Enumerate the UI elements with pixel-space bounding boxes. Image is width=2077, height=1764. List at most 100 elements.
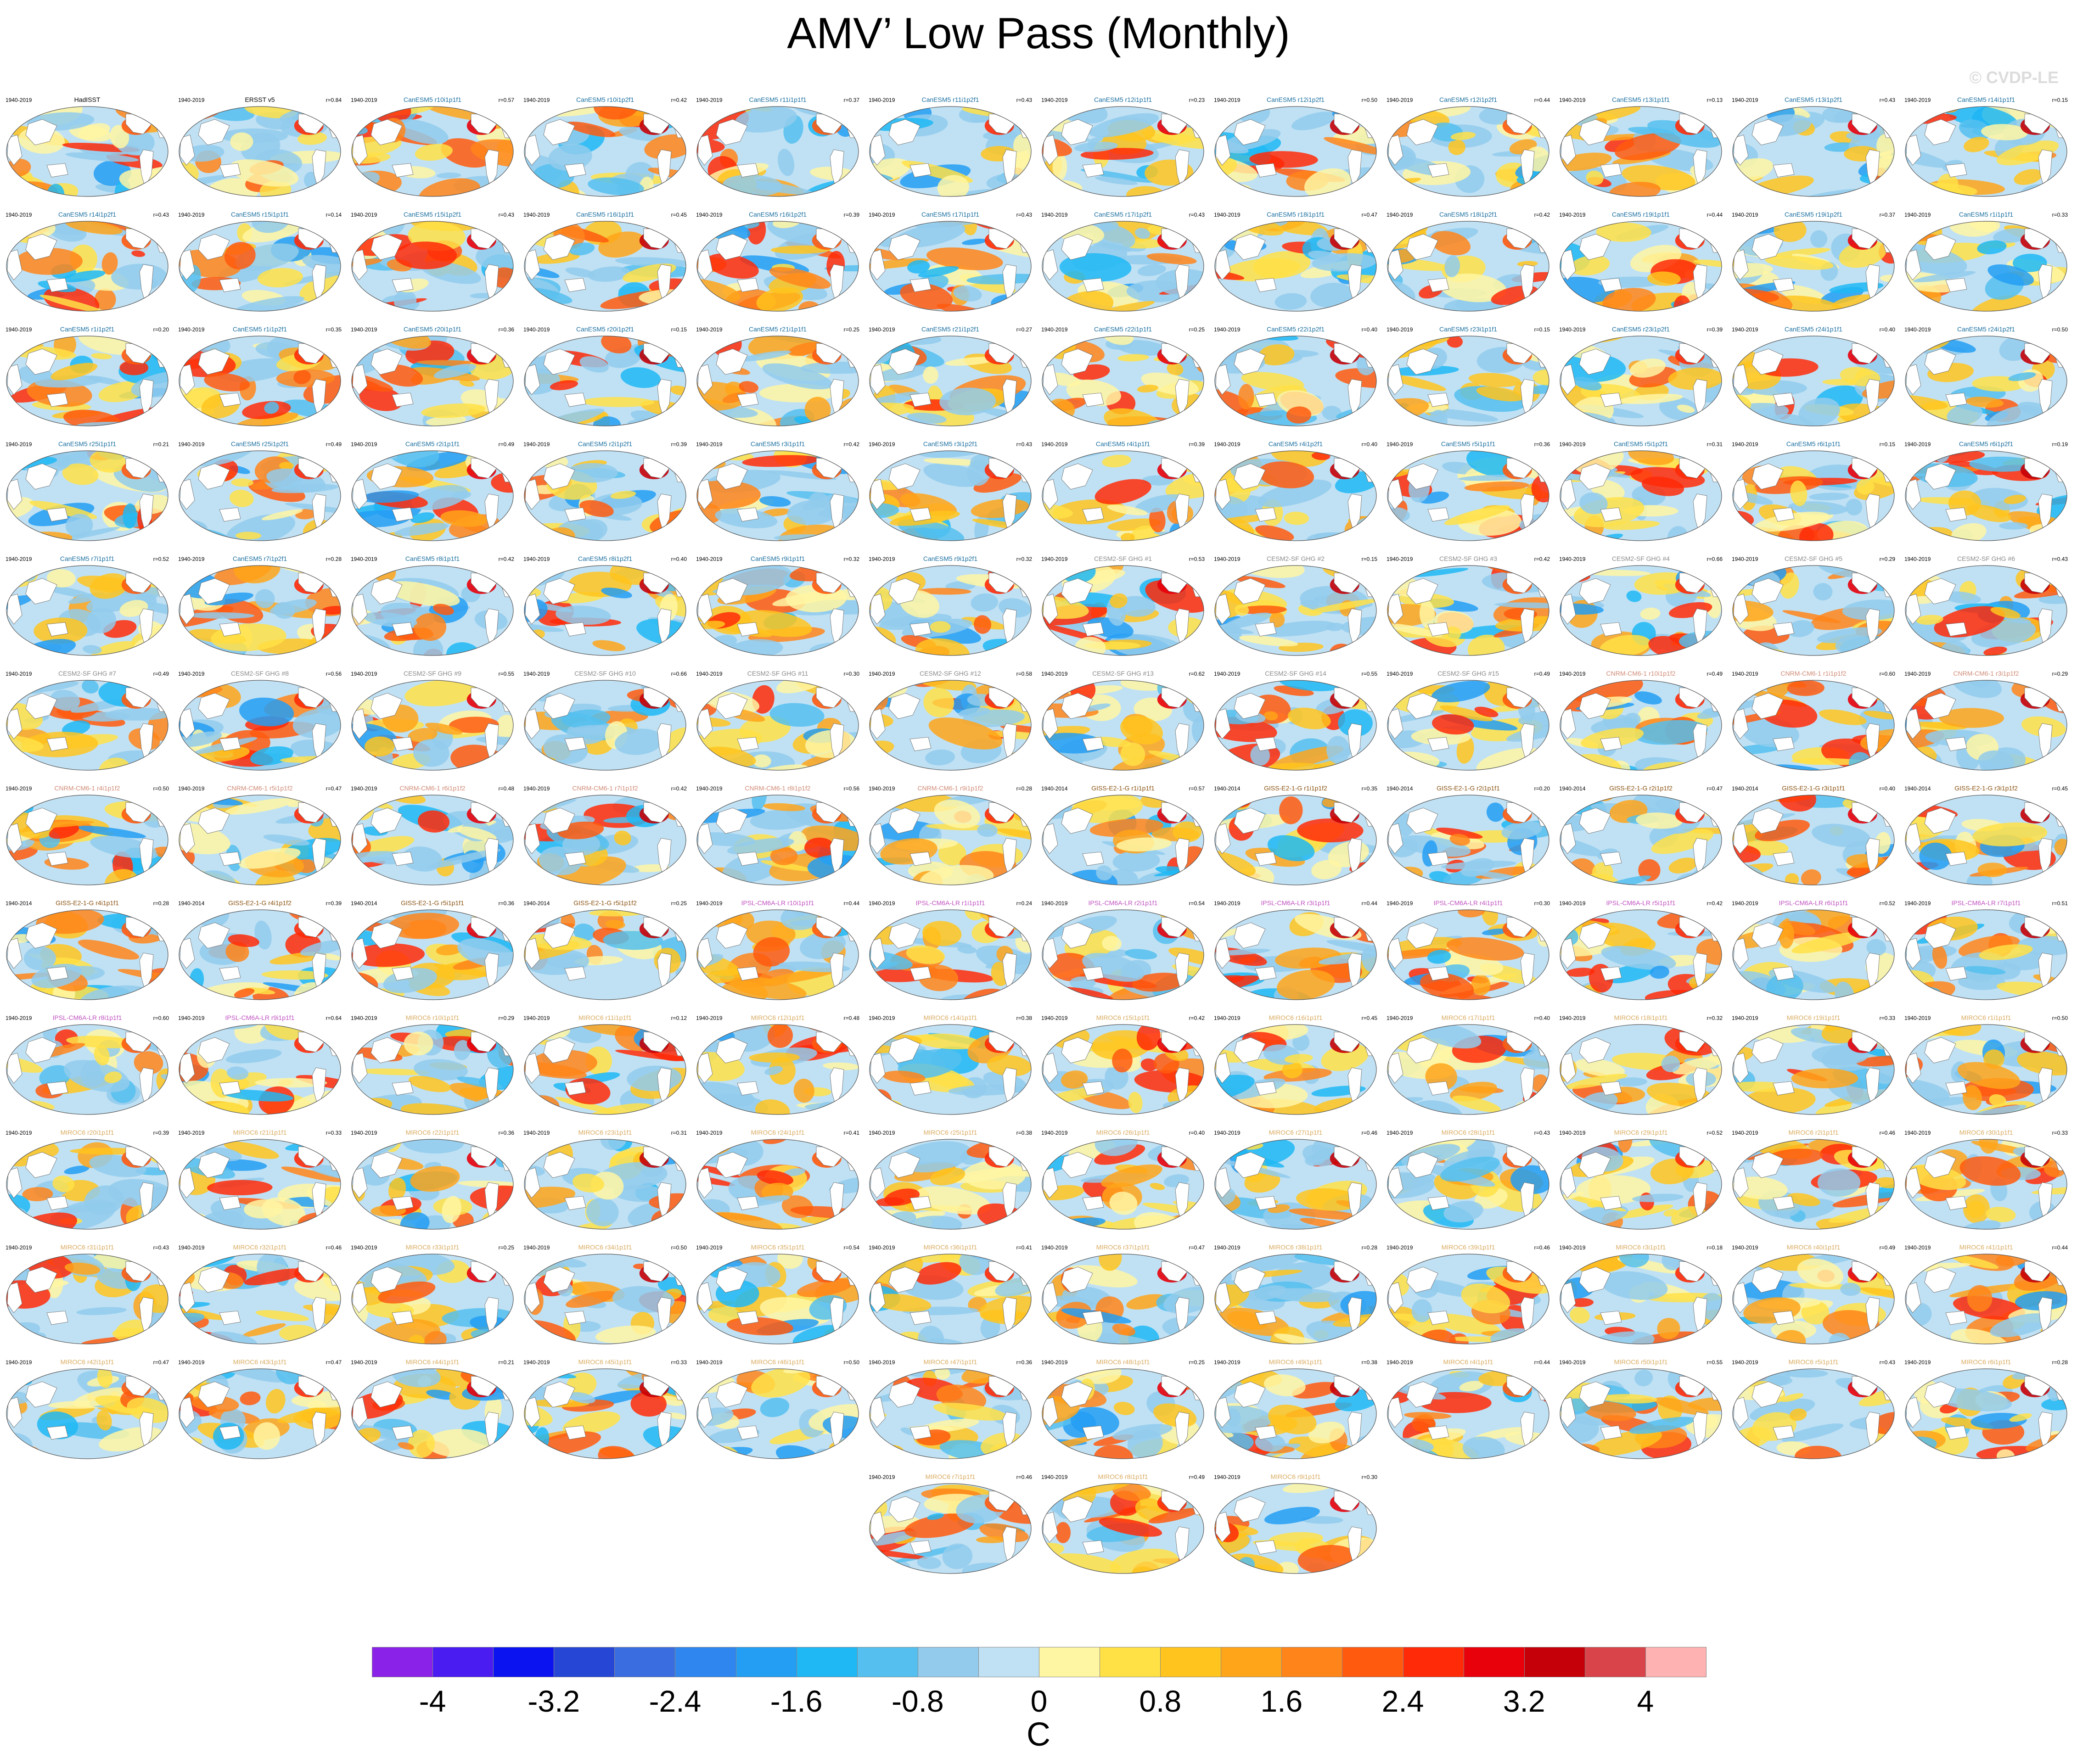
panel-title: CESM2-SF GHG #13 (1092, 670, 1154, 677)
panel-title: GISS-E2-1-G r3i1p1f1 (1782, 784, 1845, 792)
map-panel: 1940-2019 MIROC6 r3i1p1f1 r=0.18 (1559, 1243, 1723, 1344)
map-panel: 1940-2019 CanESM5 r14i1p2f1 r=0.43 (6, 211, 169, 312)
map-panel: 1940-2019 MIROC6 r41i1p1f1 r=0.44 (1904, 1243, 2068, 1344)
panel-title: CanESM5 r12i1p2f1 (1267, 96, 1325, 103)
panel-correlation: r=0.45 (2052, 785, 2068, 792)
panel-title: MIROC6 r2i1p1f1 (1789, 1129, 1839, 1136)
map-panel: 1940-2019 MIROC6 r4i1p1f1 r=0.44 (1387, 1358, 1550, 1459)
panel-title: MIROC6 r32i1p1f1 (233, 1243, 287, 1251)
panel-period: 1940-2019 (1732, 900, 1758, 907)
colorbar-swatch (1403, 1647, 1464, 1677)
panel-title: MIROC6 r28i1p1f1 (1442, 1129, 1495, 1136)
panel-title: CNRM-CM6-1 r1i1p1f2 (1780, 670, 1846, 677)
colorbar-swatch (978, 1647, 1039, 1677)
panel-period: 1940-2019 (1732, 97, 1758, 103)
panel-period: 1940-2019 (1559, 1015, 1586, 1021)
panel-correlation: r=0.43 (1016, 441, 1033, 448)
map-panel: 1940-2019 CNRM-CM6-1 r9i1p1f2 r=0.28 (869, 784, 1032, 885)
panel-title: CanESM5 r13i1p2f1 (1785, 96, 1842, 103)
map-panel: 1940-2019 CanESM5 r2i1p1f1 r=0.49 (351, 440, 514, 541)
panel-period: 1940-2019 (1559, 97, 1586, 103)
colorbar-tick-label: 2.4 (1381, 1684, 1424, 1718)
panel-period: 1940-2019 (1904, 97, 1931, 103)
panel-correlation: r=0.47 (326, 1359, 342, 1366)
panel-title: CanESM5 r7i1p2f1 (233, 555, 287, 562)
map-panel: 1940-2019 CESM2-SF GHG #10 r=0.66 (523, 670, 687, 771)
panel-correlation: r=0.39 (1189, 441, 1205, 448)
map-panel: 1940-2019 CanESM5 r1i1p1f1 r=0.33 (1904, 211, 2068, 312)
map-panel: 1940-2019 IPSL-CM6A-LR r3i1p1f1 r=0.44 (1214, 899, 1377, 1000)
map-panel: 1940-2019 CNRM-CM6-1 r7i1p1f2 r=0.42 (523, 784, 687, 885)
map-panel: 1940-2019 CanESM5 r5i1p1f1 r=0.36 (1387, 440, 1550, 541)
panel-period: 1940-2019 (178, 556, 205, 562)
panel-title: CanESM5 r11i1p1f1 (749, 96, 806, 103)
panel-period: 1940-2019 (1214, 1130, 1241, 1136)
map-panel: 1940-2019 CNRM-CM6-1 r5i1p1f2 r=0.47 (178, 784, 342, 885)
panel-title: CanESM5 r12i1p2f1 (1439, 96, 1497, 103)
panel-correlation: r=0.53 (1189, 556, 1205, 562)
panel-correlation: r=0.35 (1362, 785, 1378, 792)
map-panel: 1940-2019 CNRM-CM6-1 r4i1p1f2 r=0.50 (6, 784, 169, 885)
colorbar-swatch (493, 1647, 555, 1677)
panel-period: 1940-2014 (1732, 785, 1758, 792)
panel-correlation: r=0.66 (1707, 556, 1723, 562)
panel-title: MIROC6 r10i1p1f1 (406, 1014, 460, 1021)
panel-correlation: r=0.40 (1189, 1130, 1205, 1136)
map-panel: 1940-2019 CESM2-SF GHG #13 r=0.62 (1041, 670, 1205, 771)
panel-correlation: r=0.49 (1880, 1244, 1896, 1251)
panel-title: CESM2-SF GHG #1 (1094, 555, 1152, 562)
panel-correlation: r=0.41 (844, 1130, 860, 1136)
map-panel: 1940-2019 CanESM5 r11i1p2f1 r=0.43 (869, 96, 1032, 197)
panel-title: MIROC6 r17i1p1f1 (1442, 1014, 1495, 1021)
map-panel: 1940-2019 CESM2-SF GHG #12 r=0.58 (869, 670, 1032, 771)
colorbar-swatch (1039, 1647, 1100, 1677)
panel-correlation: r=0.15 (1534, 326, 1550, 333)
colorbar-swatch (735, 1647, 797, 1677)
panel-correlation: r=0.21 (499, 1359, 515, 1366)
panel-correlation: r=0.38 (1016, 1015, 1033, 1021)
panel-correlation: r=0.43 (2052, 556, 2068, 562)
map-panel: 1940-2019 CanESM5 r15i1p1f1 r=0.14 (178, 211, 342, 312)
panel-correlation: r=0.25 (499, 1244, 515, 1251)
map-panel: 1940-2019 CanESM5 r18i1p2f1 r=0.42 (1387, 211, 1550, 312)
panel-period: 1940-2019 (696, 326, 723, 333)
panel-period: 1940-2019 (696, 1359, 723, 1366)
map-panel: 1940-2019 IPSL-CM6A-LR r1i1p1f1 r=0.24 (869, 899, 1032, 1000)
panel-correlation: r=0.54 (844, 1244, 860, 1251)
map-panel: 1940-2019 CESM2-SF GHG #6 r=0.43 (1904, 555, 2068, 656)
panel-period: 1940-2019 (1732, 556, 1758, 562)
map-panel: 1940-2019 MIROC6 r18i1p1f1 r=0.32 (1559, 1014, 1723, 1115)
map-panel: 1940-2014 GISS-E2-1-G r1i1p1f1 r=0.57 (1041, 784, 1205, 885)
panel-title: CanESM5 r8i1p1f1 (405, 555, 460, 562)
panel-period: 1940-2014 (6, 900, 32, 907)
colorbar-units: C (1027, 1716, 1050, 1753)
panel-title: CanESM5 r11i1p2f1 (921, 96, 979, 103)
panel-title: MIROC6 r15i1p1f1 (1096, 1014, 1150, 1021)
panel-correlation: r=0.27 (1016, 326, 1033, 333)
panel-title: MIROC6 r37i1p1f1 (1096, 1243, 1150, 1251)
panel-correlation: r=0.47 (153, 1359, 169, 1366)
panel-title: MIROC6 r22i1p1f1 (406, 1129, 460, 1136)
map-panel: 1940-2014 GISS-E2-1-G r1i1p1f2 r=0.35 (1214, 784, 1378, 885)
panel-period: 1940-2019 (696, 556, 723, 562)
map-panel: 1940-2019 MIROC6 r2i1p1f1 r=0.46 (1732, 1129, 1895, 1230)
panel-period: 1940-2019 (351, 785, 377, 792)
panel-correlation: r=0.46 (1534, 1244, 1550, 1251)
map-panel: 1940-2019 MIROC6 r35i1p1f1 r=0.54 (696, 1243, 860, 1344)
map-panel: 1940-2019 MIROC6 r25i1p1f1 r=0.38 (869, 1129, 1032, 1230)
map-panel: 1940-2019 CESM2-SF GHG #1 r=0.53 (1041, 555, 1205, 656)
map-panel: 1940-2019 CNRM-CM6-1 r10i1p1f2 r=0.49 (1559, 670, 1723, 771)
map-panel: 1940-2019 CanESM5 r8i1p2f1 r=0.40 (523, 555, 687, 656)
colorbar-swatch (432, 1647, 494, 1677)
panel-period: 1940-2019 (869, 97, 895, 103)
panel-period: 1940-2019 (1387, 1130, 1413, 1136)
panel-period: 1940-2019 (1732, 671, 1758, 677)
panel-period: 1940-2019 (6, 212, 32, 218)
panel-correlation: r=0.50 (153, 785, 169, 792)
panel-correlation: r=0.64 (326, 1015, 342, 1021)
panel-period: 1940-2019 (6, 556, 32, 562)
map-panel: 1940-2019 MIROC6 r37i1p1f1 r=0.47 (1041, 1243, 1205, 1344)
panel-title: CanESM5 r2i1p1f1 (405, 440, 460, 448)
panel-correlation: r=0.36 (1534, 441, 1550, 448)
panel-title: MIROC6 r42i1p1f1 (61, 1358, 114, 1366)
